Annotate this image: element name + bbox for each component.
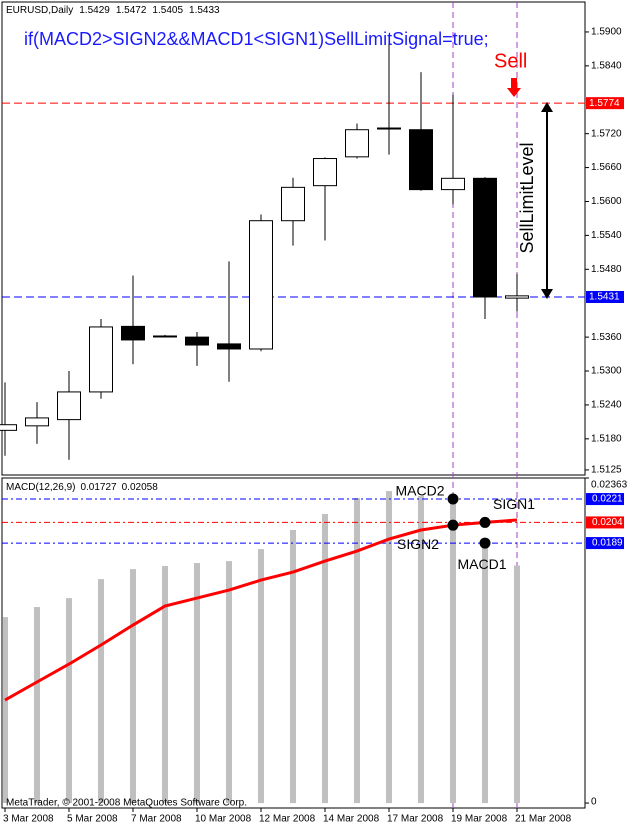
level-box — [586, 516, 624, 529]
histogram-bar — [386, 491, 392, 804]
histogram-bar — [226, 561, 232, 804]
candle-body — [473, 177, 497, 298]
point-label: SIGN2 — [397, 536, 439, 552]
level-label: 0.0221 — [592, 494, 623, 505]
candle-body — [57, 391, 81, 421]
histogram-bar — [34, 607, 40, 804]
candle-body — [121, 325, 145, 341]
header-high: 1.5472 — [116, 5, 147, 16]
x-tick-label: 17 Mar 2008 — [387, 814, 444, 825]
histogram-bar — [354, 498, 360, 804]
histogram-bar — [66, 598, 72, 804]
y-tick-label: 1.5540 — [591, 230, 622, 241]
histogram-bar — [130, 569, 136, 804]
signal-point — [447, 519, 459, 531]
y-tick-label: 1.5300 — [591, 366, 622, 377]
y-tick-label: 1.5900 — [591, 27, 622, 38]
histogram-bar — [514, 565, 520, 804]
y-tick-label: 1.5480 — [591, 264, 622, 275]
candle-body — [217, 343, 241, 350]
x-tick-label: 3 Mar 2008 — [3, 814, 54, 825]
x-tick-label: 19 Mar 2008 — [451, 814, 508, 825]
level-box — [586, 290, 624, 303]
level-box — [586, 493, 624, 506]
point-label: MACD2 — [395, 483, 444, 499]
chart-header: EURUSD,Daily 1.5429 1.5472 1.5405 1.5433 — [6, 5, 220, 16]
histogram-bar — [258, 549, 264, 804]
candle-body — [185, 336, 209, 346]
level-label: 1.5774 — [589, 98, 620, 109]
y-tick-label: 1.5180 — [591, 433, 622, 444]
header-close: 1.5433 — [189, 5, 220, 16]
header-open: 1.5429 — [79, 5, 110, 16]
macd-title: MACD(12,26,9) — [6, 482, 75, 493]
x-tick-label: 14 Mar 2008 — [323, 814, 380, 825]
candle-body — [313, 158, 337, 187]
signal-point — [479, 516, 491, 528]
candle-body — [0, 424, 17, 431]
candle-body — [25, 417, 49, 427]
level-label: 1.5431 — [589, 292, 620, 303]
level-label: 0.0189 — [592, 538, 623, 549]
histogram-bar — [322, 514, 328, 804]
point-label: SIGN1 — [493, 496, 535, 512]
histogram-bar — [450, 499, 456, 804]
level-box — [586, 537, 624, 550]
x-tick-label: 21 Mar 2008 — [515, 814, 572, 825]
condition-text: if(MACD2>SIGN2&&MACD1<SIGN1)SellLimitSig… — [24, 29, 489, 49]
signal-point — [447, 493, 459, 505]
level-text: SellLimitLevel — [517, 142, 537, 253]
candle-body — [281, 186, 305, 222]
histogram-bar — [194, 563, 200, 804]
candle-body — [249, 220, 273, 350]
footer: MetaTrader, © 2001-2008 MetaQuotes Softw… — [6, 798, 247, 809]
histogram-bar — [418, 496, 424, 804]
y-tick-label: 1.5660 — [591, 162, 622, 173]
histogram-bar — [3, 617, 8, 804]
histogram-bar — [290, 529, 296, 804]
sell-arrow — [507, 78, 521, 97]
x-tick-label: 7 Mar 2008 — [131, 814, 182, 825]
signal-point — [479, 537, 491, 549]
x-tick-label: 12 Mar 2008 — [259, 814, 316, 825]
histogram-bar — [482, 543, 488, 804]
candle-body — [153, 335, 177, 338]
y-tick-label: 1.5600 — [591, 196, 622, 207]
y-tick-label: 0.02363 — [591, 480, 627, 491]
candle-body — [89, 326, 113, 393]
histogram-bar — [98, 579, 104, 804]
y-tick-label: 1.5720 — [591, 128, 622, 139]
point-label: MACD1 — [457, 556, 506, 572]
signal-text: Sell — [494, 50, 527, 72]
y-tick-label: 0 — [591, 797, 597, 808]
y-tick-label: 1.5840 — [591, 60, 622, 71]
candle-body — [505, 295, 529, 299]
y-tick-label: 1.5360 — [591, 332, 622, 343]
y-tick-label: 1.5125 — [591, 465, 622, 476]
x-tick-label: 5 Mar 2008 — [67, 814, 118, 825]
macd-value: 0.01727 — [80, 482, 117, 493]
x-tick-label: 10 Mar 2008 — [195, 814, 252, 825]
header-low: 1.5405 — [152, 5, 183, 16]
signal-value: 0.02058 — [122, 482, 159, 493]
signal-line — [4, 518, 518, 702]
level-label: 0.0204 — [592, 517, 623, 528]
histogram-bar — [162, 566, 168, 804]
level-box — [586, 97, 624, 110]
candle-body — [409, 129, 433, 191]
chart-title: EURUSD,Daily — [6, 5, 73, 16]
candle-body — [441, 177, 465, 191]
candle-body — [345, 129, 369, 158]
y-tick-label: 1.5240 — [591, 400, 622, 411]
macd-header: MACD(12,26,9) 0.01727 0.02058 — [6, 482, 158, 493]
candle-body — [377, 127, 401, 130]
